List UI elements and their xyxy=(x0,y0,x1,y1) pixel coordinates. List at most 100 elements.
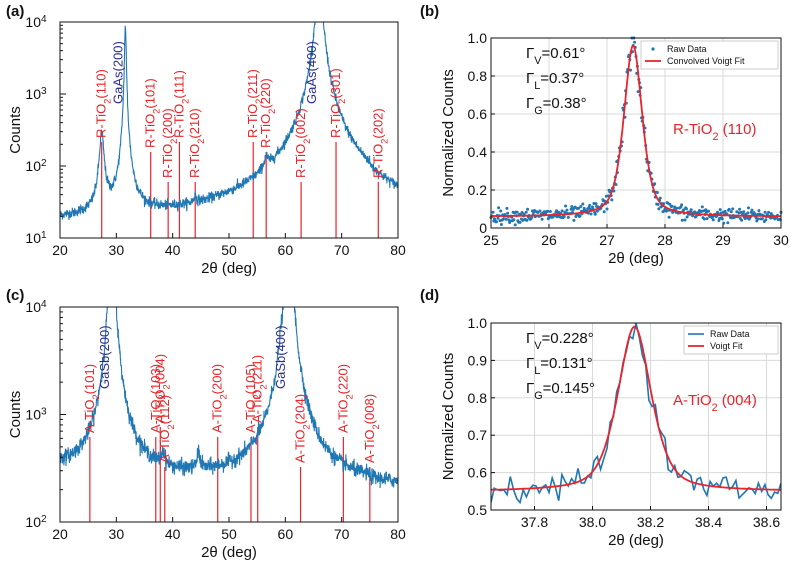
reference-label: R-TiO2(301) xyxy=(328,68,347,138)
reference-label: A-TiO2(204) xyxy=(293,394,312,463)
data-point xyxy=(684,207,688,211)
data-point xyxy=(525,218,529,222)
x-axis-label: 2θ (deg) xyxy=(608,532,664,549)
data-point xyxy=(707,209,710,213)
reference-label: A-TiO2(112) xyxy=(157,395,176,463)
data-point xyxy=(670,204,674,208)
x-tick-label: 38.4 xyxy=(695,514,722,530)
data-point xyxy=(750,208,754,212)
y-tick-label: 0.5 xyxy=(468,502,488,518)
data-point xyxy=(680,218,684,222)
y-tick-label: 0.8 xyxy=(468,68,488,84)
data-point xyxy=(526,207,530,211)
reference-label: R-TiO2(210) xyxy=(187,108,206,178)
panel-label: (b) xyxy=(420,3,439,20)
data-point xyxy=(764,218,768,222)
data-point xyxy=(518,220,522,224)
data-point xyxy=(499,209,503,213)
legend-box xyxy=(683,325,779,355)
data-point xyxy=(760,217,764,221)
data-point xyxy=(594,202,598,206)
gamma-annotation: ΓL=0.37° xyxy=(526,70,584,92)
data-point xyxy=(656,202,660,206)
data-point xyxy=(718,208,722,212)
data-point xyxy=(577,206,581,210)
data-point xyxy=(655,191,659,194)
data-point xyxy=(763,210,767,214)
data-point xyxy=(572,218,576,222)
x-tick-label: 50 xyxy=(221,526,237,542)
reference-label: A-TiO2(008) xyxy=(362,394,381,463)
data-point xyxy=(711,218,715,222)
gamma-annotation: ΓL=0.131° xyxy=(526,355,593,377)
data-point xyxy=(657,207,661,211)
reference-label: A-TiO2(103) xyxy=(148,364,167,433)
legend-label: Convolved Voigt Fit xyxy=(667,56,745,66)
data-point xyxy=(705,217,709,221)
gamma-annotation: ΓV=0.228° xyxy=(526,330,594,352)
data-point xyxy=(658,196,662,200)
data-point xyxy=(636,90,640,94)
data-point xyxy=(581,202,585,206)
reference-label: R-TiO2(200) xyxy=(160,108,179,178)
data-point xyxy=(668,202,672,206)
reference-label: R-TiO2(101) xyxy=(143,78,162,148)
data-point xyxy=(495,220,498,224)
data-point xyxy=(682,208,686,212)
data-point xyxy=(524,210,528,214)
data-point xyxy=(496,216,500,220)
data-point xyxy=(746,211,750,215)
y-tick-label: 102 xyxy=(25,514,47,531)
data-point xyxy=(767,210,771,214)
data-point xyxy=(702,217,706,221)
data-point xyxy=(497,206,501,210)
y-tick-label: 103 xyxy=(25,86,47,103)
data-point xyxy=(491,210,495,214)
gamma-annotation: ΓG=0.38° xyxy=(526,95,587,117)
data-point xyxy=(555,209,559,213)
reference-label: A-TiO2(211) xyxy=(250,355,269,423)
panel-label: (d) xyxy=(420,287,439,304)
reference-label: A-TiO2(200) xyxy=(210,364,229,433)
legend: Raw Data Convolved Voigt Fit xyxy=(640,40,779,70)
y-axis-label: Counts xyxy=(7,106,24,154)
data-point xyxy=(749,210,753,214)
substrate-peak-label: GaAs(400) xyxy=(304,41,319,104)
legend-label: Raw Data xyxy=(710,329,750,339)
x-tick-label: 40 xyxy=(165,526,181,542)
y-tick-label: 103 xyxy=(25,406,47,423)
data-point xyxy=(530,215,534,219)
data-point xyxy=(578,214,582,218)
data-point xyxy=(555,215,559,219)
data-point xyxy=(723,209,727,213)
y-tick-label: 0.6 xyxy=(468,106,488,122)
data-point xyxy=(700,205,704,209)
panel-a: 20 30 40 50 60 70 80 101 102 103 104 2θ (deg) Counts… xyxy=(6,3,406,277)
x-tick-label: 38.2 xyxy=(637,514,664,530)
data-point xyxy=(588,203,592,207)
data-point xyxy=(589,212,593,216)
x-tick-label: 80 xyxy=(390,526,406,542)
peak-title-label: R-TiO2 (110) xyxy=(673,121,757,143)
data-point xyxy=(731,207,735,211)
x-tick-label: 30 xyxy=(773,232,789,248)
x-tick-label: 50 xyxy=(221,242,237,258)
reference-label: R-TiO2(111) xyxy=(171,70,190,138)
x-tick-label: 27 xyxy=(599,232,615,248)
data-series-line xyxy=(60,22,398,220)
data-point xyxy=(560,209,564,213)
data-point xyxy=(515,210,519,214)
legend: Raw Data Voigt Fit xyxy=(683,325,779,355)
data-point xyxy=(769,212,773,216)
x-tick-label: 20 xyxy=(52,242,68,258)
reference-label: R-TiO2(220) xyxy=(258,78,277,148)
data-point xyxy=(742,210,746,214)
axes-frame xyxy=(490,37,782,229)
x-tick-label: 70 xyxy=(334,242,350,258)
data-point xyxy=(540,217,544,221)
data-point xyxy=(756,217,760,221)
reference-label: R-TiO2(211) xyxy=(245,69,264,138)
data-point xyxy=(614,183,618,186)
data-point xyxy=(739,210,743,214)
